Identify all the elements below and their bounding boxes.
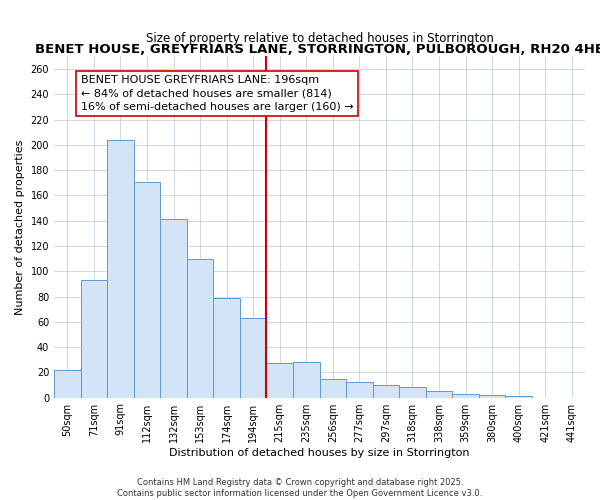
Bar — [214, 298, 240, 398]
Bar — [160, 220, 187, 398]
Bar — [134, 182, 160, 398]
Y-axis label: Number of detached properties: Number of detached properties — [15, 140, 25, 314]
Bar — [54, 370, 80, 398]
Text: BENET HOUSE GREYFRIARS LANE: 196sqm
← 84% of detached houses are smaller (814)
1: BENET HOUSE GREYFRIARS LANE: 196sqm ← 84… — [80, 76, 353, 112]
Bar — [505, 396, 532, 398]
X-axis label: Distribution of detached houses by size in Storrington: Distribution of detached houses by size … — [169, 448, 470, 458]
Title: BENET HOUSE, GREYFRIARS LANE, STORRINGTON, PULBOROUGH, RH20 4HE: BENET HOUSE, GREYFRIARS LANE, STORRINGTO… — [35, 44, 600, 57]
Bar — [346, 382, 373, 398]
Text: Contains HM Land Registry data © Crown copyright and database right 2025.
Contai: Contains HM Land Registry data © Crown c… — [118, 478, 482, 498]
Bar — [80, 280, 107, 398]
Bar — [293, 362, 320, 398]
Bar — [426, 392, 452, 398]
Bar — [187, 258, 214, 398]
Bar — [373, 385, 399, 398]
Bar — [399, 388, 426, 398]
Bar — [479, 395, 505, 398]
Bar — [107, 140, 134, 398]
Bar — [240, 318, 266, 398]
Bar — [320, 378, 346, 398]
Bar — [266, 364, 293, 398]
Bar — [452, 394, 479, 398]
Text: Size of property relative to detached houses in Storrington: Size of property relative to detached ho… — [146, 32, 493, 44]
